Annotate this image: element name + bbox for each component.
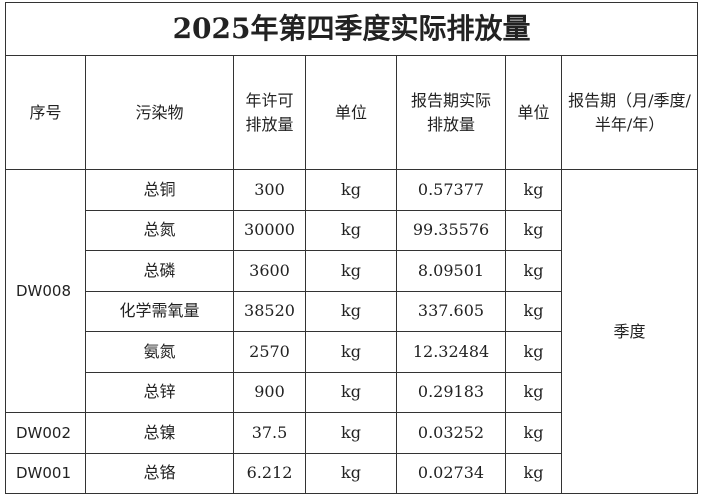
data-row: 总氮 30000 kg 99.35576 kg bbox=[6, 209, 698, 251]
unit: kg bbox=[505, 290, 562, 332]
unit: kg bbox=[505, 452, 562, 494]
actual-amount: 99.35576 bbox=[396, 209, 506, 251]
title-row: 2025年第四季度实际排放量 bbox=[4, 2, 699, 56]
unit: kg bbox=[305, 331, 397, 373]
actual-amount: 8.09501 bbox=[396, 250, 506, 292]
outlet-id: DW001 bbox=[5, 452, 86, 494]
unit: kg bbox=[505, 412, 562, 454]
permit-amount: 300 bbox=[233, 169, 306, 211]
unit: kg bbox=[305, 412, 397, 454]
unit: kg bbox=[305, 290, 397, 332]
outlet-id: DW008 bbox=[5, 169, 86, 413]
header-cell: 报告期实际 排放量 bbox=[396, 55, 506, 170]
permit-amount: 38520 bbox=[233, 290, 306, 332]
header-cell: 年许可 排放量 bbox=[233, 55, 306, 170]
data-row: 化学需氧量 38520 kg 337.605 kg bbox=[6, 290, 698, 332]
unit: kg bbox=[305, 452, 397, 494]
data-row: 总锌 900 kg 0.29183 kg bbox=[6, 371, 698, 413]
header-cell: 单位 bbox=[305, 55, 397, 170]
report-period: 季度 bbox=[560, 169, 699, 494]
actual-amount: 0.57377 bbox=[396, 169, 506, 211]
data-row: DW002 总镍 37.5 kg 0.03252 kg bbox=[5, 412, 698, 454]
unit: kg bbox=[505, 250, 562, 292]
permit-amount: 900 bbox=[233, 371, 306, 413]
actual-amount: 12.32484 bbox=[396, 331, 506, 373]
data-row: 总磷 3600 kg 8.09501 kg bbox=[6, 250, 698, 292]
actual-amount: 0.29183 bbox=[396, 371, 506, 413]
unit: kg bbox=[305, 250, 397, 292]
permit-amount: 6.212 bbox=[233, 452, 306, 494]
header-row: 序号 污染物 年许可 排放量 单位 报告期实际 排放量 单位 报告期（月/季度/半年/年） bbox=[5, 55, 699, 170]
header-cell: 序号 bbox=[5, 55, 86, 170]
pollutant: 总镍 bbox=[85, 412, 234, 454]
actual-amount: 337.605 bbox=[396, 290, 506, 332]
actual-amount: 0.02734 bbox=[396, 452, 506, 494]
title: 2025年第四季度实际排放量 bbox=[4, 2, 699, 56]
data-row: 氨氮 2570 kg 12.32484 kg bbox=[6, 331, 698, 373]
header-cell: 单位 bbox=[505, 55, 562, 170]
permit-amount: 2570 bbox=[233, 331, 306, 373]
unit: kg bbox=[305, 169, 397, 211]
data-row: DW001 总铬 6.212 kg 0.02734 kg bbox=[5, 452, 698, 494]
data-row: DW008 总铜 300 kg 0.57377 kg 季度 bbox=[5, 169, 699, 494]
header-cell: 报告期（月/季度/半年/年） bbox=[560, 55, 699, 170]
pollutant: 化学需氧量 bbox=[85, 290, 234, 332]
pollutant: 氨氮 bbox=[85, 331, 234, 373]
actual-amount: 0.03252 bbox=[396, 412, 506, 454]
emission-table: 2025年第四季度实际排放量 序号 污染物 年许可 排放量 单位 报告期实际 排放量 单位… bbox=[4, 2, 699, 494]
permit-amount: 30000 bbox=[233, 209, 306, 251]
permit-amount: 37.5 bbox=[233, 412, 306, 454]
permit-amount: 3600 bbox=[233, 250, 306, 292]
unit: kg bbox=[505, 209, 562, 251]
unit: kg bbox=[505, 169, 562, 211]
unit: kg bbox=[305, 371, 397, 413]
unit: kg bbox=[505, 371, 562, 413]
pollutant: 总锌 bbox=[85, 371, 234, 413]
outlet-id: DW002 bbox=[5, 412, 86, 454]
pollutant: 总铜 bbox=[85, 169, 234, 211]
header-cell: 污染物 bbox=[85, 55, 234, 170]
pollutant: 总铬 bbox=[85, 452, 234, 494]
unit: kg bbox=[505, 331, 562, 373]
pollutant: 总氮 bbox=[85, 209, 234, 251]
unit: kg bbox=[305, 209, 397, 251]
pollutant: 总磷 bbox=[85, 250, 234, 292]
table-body: 2025年第四季度实际排放量 序号 污染物 年许可 排放量 单位 报告期实际 排放量 单位… bbox=[4, 2, 699, 494]
